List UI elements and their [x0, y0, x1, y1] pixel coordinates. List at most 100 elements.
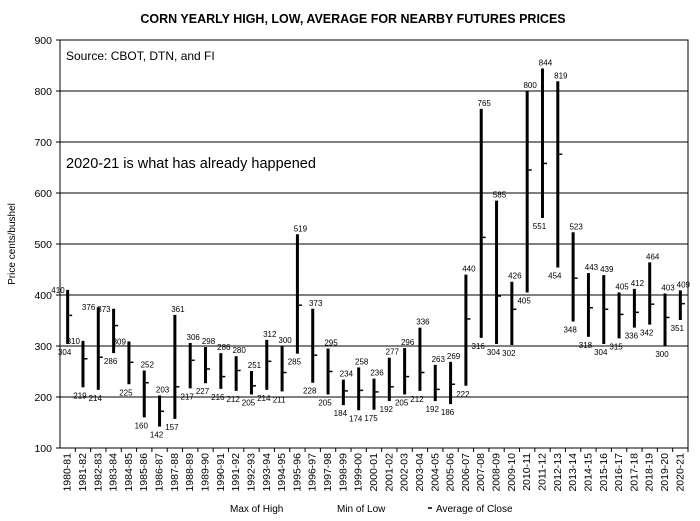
high-data-label: 280	[232, 346, 246, 355]
x-tick-label: 2013-14	[567, 453, 579, 492]
low-data-label: 228	[303, 387, 317, 396]
year-bar-group: 464 342	[640, 252, 660, 337]
low-data-label: 212	[410, 395, 424, 404]
low-data-label: 211	[273, 395, 286, 404]
year-bar-group: 300 211	[273, 336, 293, 404]
x-tick-label: 1980-81	[62, 453, 74, 492]
x-tick-label: 1993-94	[261, 453, 273, 492]
year-bar-group: 585 304	[487, 191, 507, 357]
y-tick-label: 700	[34, 137, 52, 149]
year-bar-group: 310 219	[67, 337, 88, 400]
low-data-label: 192	[380, 405, 394, 414]
high-data-label: 439	[600, 265, 614, 274]
x-tick-label: 1994-95	[276, 453, 288, 492]
y-axis-label: Price cents/bushel	[7, 203, 18, 285]
x-tick-label: 2014-15	[582, 453, 594, 492]
high-data-label: 263	[432, 355, 446, 364]
low-data-label: 300	[655, 350, 669, 359]
high-data-label: 765	[478, 99, 492, 108]
x-tick-label: 2020-21	[674, 453, 686, 492]
high-data-label: 251	[248, 361, 262, 370]
high-data-label: 519	[294, 224, 308, 233]
y-tick-label: 600	[34, 188, 52, 200]
legend-min-of-low: Min of Low	[337, 504, 386, 515]
x-tick-label: 1981-82	[77, 453, 89, 492]
high-data-label: 312	[263, 330, 277, 339]
y-axis-ticks: 100 200 300 400 500 600 700 800 900	[34, 35, 60, 455]
high-data-label: 269	[447, 352, 461, 361]
x-tick-label: 1989-90	[200, 453, 212, 492]
low-data-label: 285	[288, 358, 302, 367]
high-data-label: 361	[171, 305, 185, 314]
low-data-label: 336	[625, 332, 639, 341]
low-data-label: 205	[395, 398, 409, 407]
x-tick-label: 1997-98	[322, 453, 334, 492]
high-data-label: 819	[554, 71, 568, 80]
low-data-label: 225	[119, 388, 133, 397]
legend-average-of-close: Average of Close	[436, 504, 513, 515]
year-bar-group: 296 205	[395, 338, 415, 407]
high-data-label: 373	[97, 305, 111, 314]
high-data-label: 376	[82, 303, 96, 312]
high-data-label: 844	[539, 59, 553, 68]
low-data-label: 551	[533, 222, 547, 231]
y-tick-label: 200	[34, 392, 52, 404]
high-data-label: 409	[677, 280, 691, 289]
x-tick-label: 1987-88	[169, 453, 181, 492]
x-tick-label: 2015-16	[598, 453, 610, 492]
high-data-label: 236	[370, 369, 384, 378]
low-data-label: 318	[579, 341, 593, 350]
x-tick-label: 1985-86	[138, 453, 150, 492]
x-tick-label: 2008-09	[491, 453, 503, 492]
year-bar-group: 252 160	[135, 360, 155, 430]
low-data-label: 186	[441, 408, 455, 417]
year-bar-group: 409 351	[671, 280, 691, 333]
high-data-label: 800	[523, 81, 537, 90]
x-tick-label: 1988-89	[184, 453, 196, 492]
high-data-label: 443	[585, 263, 599, 272]
high-data-label: 286	[217, 343, 231, 352]
low-data-label: 205	[242, 398, 256, 407]
high-data-label: 523	[569, 222, 583, 231]
high-data-label: 295	[324, 339, 338, 348]
note-annotation: 2020-21 is what has already happened	[66, 156, 316, 172]
x-tick-label: 2019-20	[659, 453, 671, 492]
high-data-label: 306	[187, 333, 201, 342]
high-data-label: 203	[156, 385, 170, 394]
year-bar-group: 361 157	[165, 305, 185, 432]
year-bar-group: 403 300	[655, 283, 675, 359]
year-bar-group: 298 227	[196, 337, 216, 396]
high-data-label: 252	[141, 360, 155, 369]
x-tick-label: 2002-03	[399, 453, 411, 492]
high-data-label: 426	[508, 272, 522, 281]
year-bar-group: 236 175	[364, 369, 384, 423]
x-tick-label: 2017-18	[628, 453, 640, 492]
x-axis-ticks: 1980-81 1981-82 1982-83 1983-84 1984-85 1985-…	[62, 448, 689, 492]
high-data-label: 585	[493, 191, 507, 200]
year-bar-group: 412 336	[625, 279, 645, 341]
low-data-label: 315	[609, 342, 623, 351]
x-tick-label: 2009-10	[506, 453, 518, 492]
high-data-label: 234	[340, 370, 354, 379]
high-data-label: 405	[615, 282, 629, 291]
x-tick-label: 1991-92	[230, 453, 242, 492]
legend: Max of High Min of Low Average of Close	[230, 504, 513, 515]
x-tick-label: 2007-08	[475, 453, 487, 492]
x-tick-label: 1983-84	[108, 453, 120, 492]
high-data-label: 336	[416, 318, 430, 327]
chart-title: CORN YEARLY HIGH, LOW, AVERAGE FOR NEARB…	[140, 12, 565, 26]
x-tick-label: 2004-05	[429, 453, 441, 492]
year-bar-group: 263 192	[426, 355, 446, 414]
x-tick-label: 1986-87	[154, 453, 166, 492]
low-data-label: 304	[594, 348, 608, 357]
high-data-label: 309	[113, 337, 127, 346]
low-data-label: 302	[502, 349, 516, 358]
legend-max-of-high: Max of High	[230, 504, 283, 515]
x-tick-label: 1998-99	[337, 453, 349, 492]
low-data-label: 222	[456, 390, 470, 399]
x-tick-label: 1990-91	[215, 453, 227, 492]
low-data-label: 316	[472, 342, 486, 351]
high-data-label: 277	[386, 348, 400, 357]
year-bar-group: 280 212	[226, 346, 246, 404]
